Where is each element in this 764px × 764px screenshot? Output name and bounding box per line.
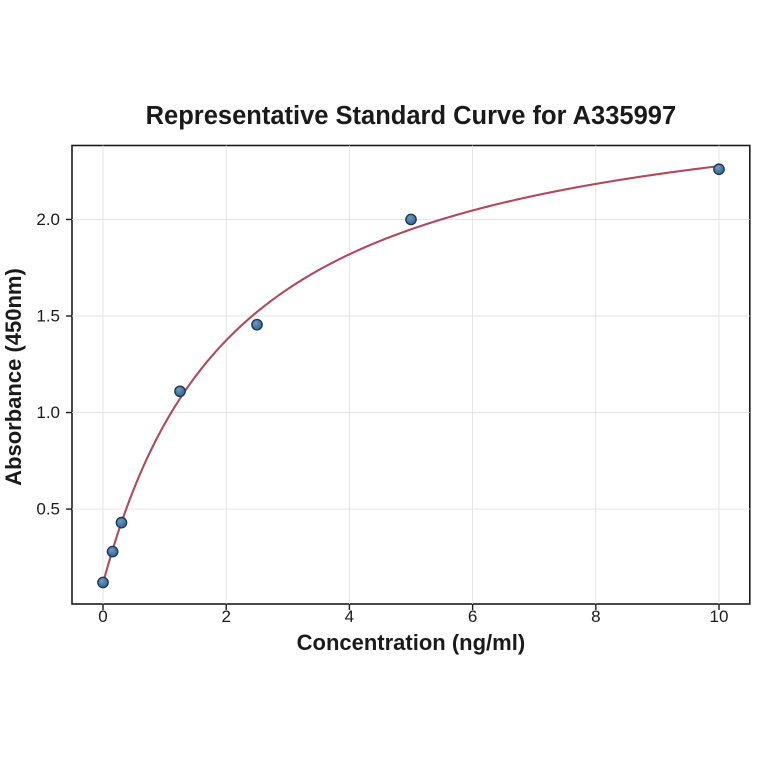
svg-text:8: 8 [591, 607, 600, 626]
svg-text:2: 2 [221, 607, 230, 626]
svg-text:10: 10 [710, 607, 729, 626]
svg-text:2.0: 2.0 [36, 210, 60, 229]
svg-text:0.5: 0.5 [36, 500, 60, 519]
svg-text:1.5: 1.5 [36, 306, 60, 325]
svg-text:1.0: 1.0 [36, 403, 60, 422]
svg-text:6: 6 [468, 607, 477, 626]
svg-text:0: 0 [98, 607, 107, 626]
svg-text:4: 4 [345, 607, 354, 626]
